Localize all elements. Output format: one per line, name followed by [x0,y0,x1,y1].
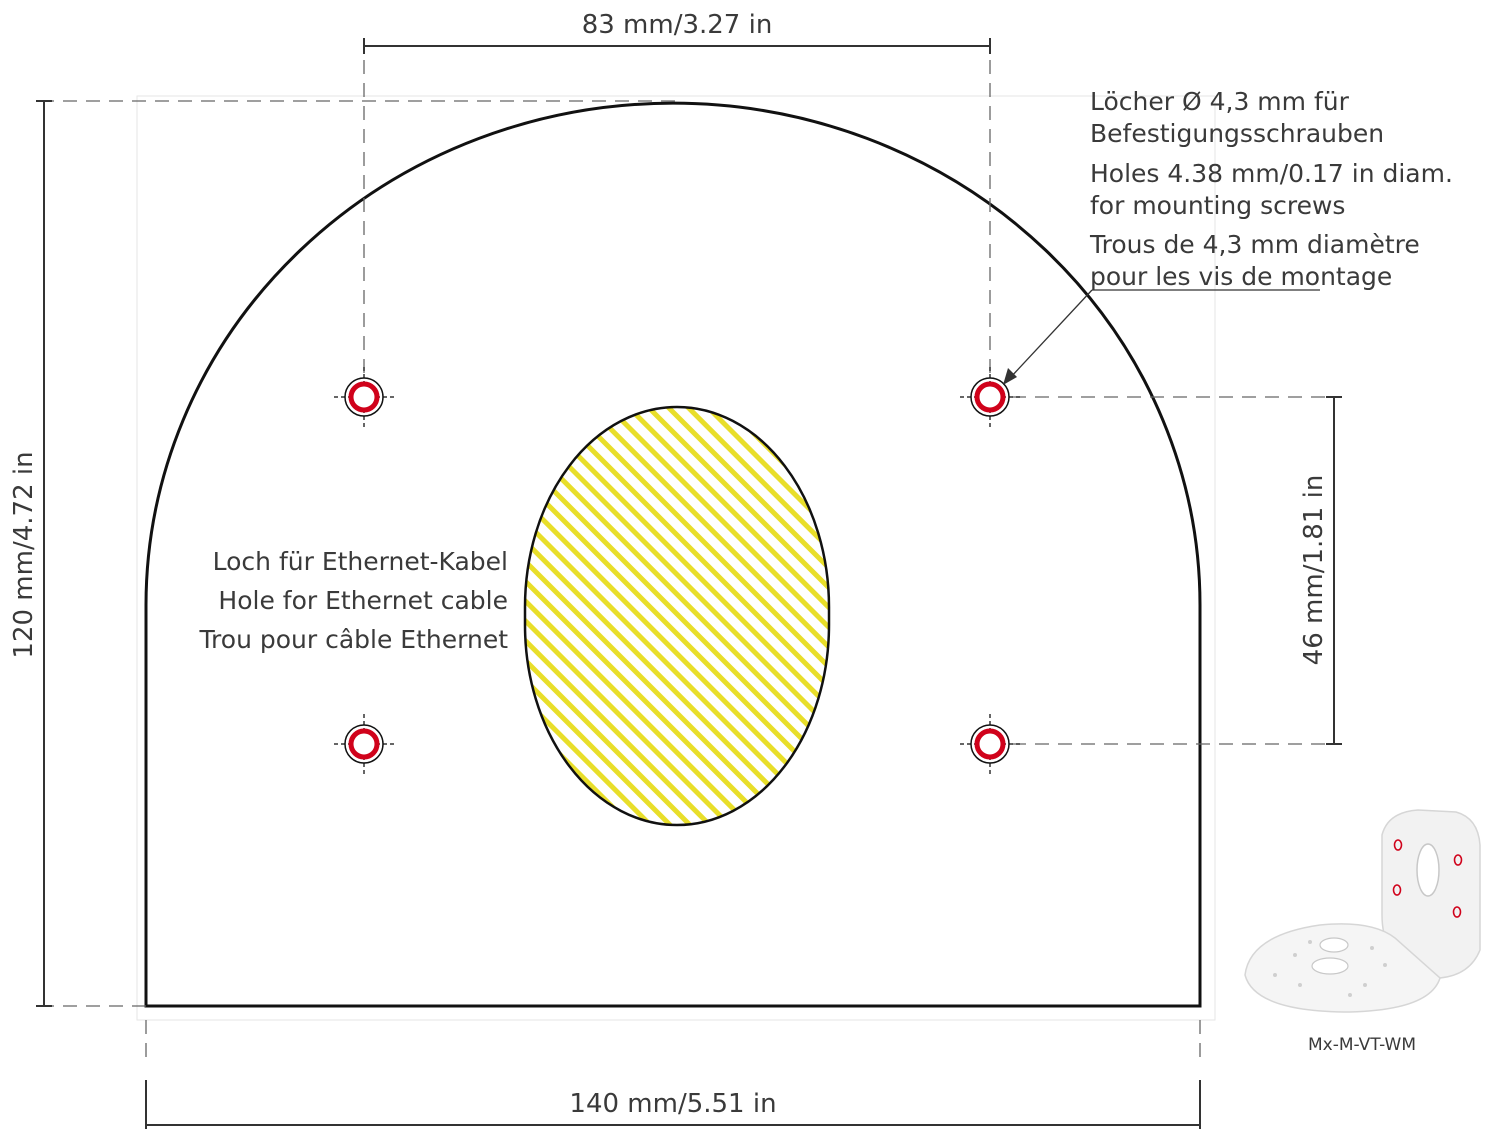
screw-note-en-line2: for mounting screws [1090,191,1345,220]
left-height-label: 120 mm/4.72 in [9,451,39,658]
screw-hole-bottom-left [334,714,394,774]
screw-note-fr-line2: pour les vis de montage [1090,262,1392,291]
screw-hole-top-right [960,367,1020,427]
screw-hole-bottom-right [960,714,1020,774]
cable-hole-label-de: Loch für Ethernet-Kabel [213,547,508,576]
cable-hole-label-en: Hole for Ethernet cable [218,586,508,615]
cable-hole-label-fr: Trou pour câble Ethernet [198,625,508,654]
template-page-frame [136,95,1216,1021]
screw-hole-top-left [334,367,394,427]
top-width-label: 83 mm/3.27 in [582,10,773,40]
dimension-lines [36,38,1342,1129]
dashed-guides [40,60,1336,1060]
right-height-label: 46 mm/1.81 in [1299,475,1329,666]
bottom-width-label: 140 mm/5.51 in [569,1089,776,1119]
screw-note-de-line1: Löcher Ø 4,3 mm für [1090,87,1350,116]
screw-note-fr-line1: Trous de 4,3 mm diamètre [1089,230,1420,259]
screw-note-en-line1: Holes 4.38 mm/0.17 in diam. [1090,159,1453,188]
bracket-product-image [1244,809,1481,1013]
screw-hole-leader [1003,289,1320,385]
ethernet-cable-hole [523,405,831,827]
screw-note-de-line2: Befestigungsschrauben [1090,119,1384,148]
product-caption: Mx-M-VT-WM [1308,1035,1416,1055]
